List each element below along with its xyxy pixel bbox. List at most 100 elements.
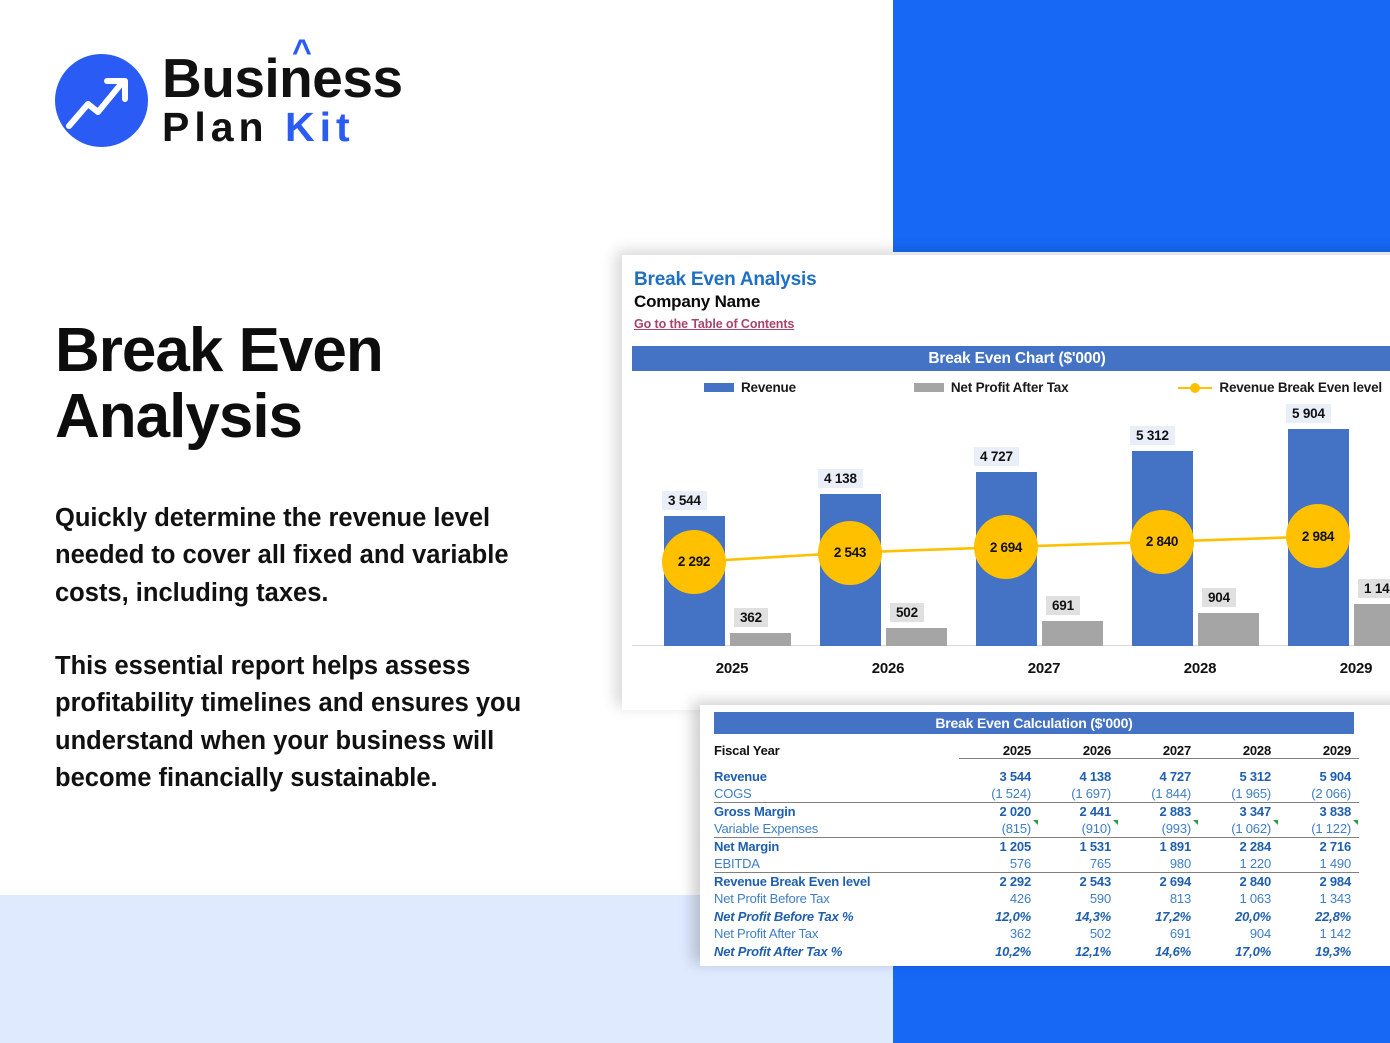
table-body: Revenue 3 544 4 138 4 727 5 312 5 904 COGS (1 5… [714, 759, 1359, 961]
row-value: 12,1% [1075, 943, 1111, 959]
brand-name-text: Business [162, 47, 403, 109]
x-axis-tick-2027: 2027 [1027, 660, 1061, 677]
row-label: Net Profit Before Tax % [714, 908, 854, 924]
brand-plan-text: Plan [162, 104, 269, 151]
legend-label-break-even: Revenue Break Even level [1219, 380, 1382, 395]
table-header-2026: 2026 [1039, 743, 1119, 759]
caret-accent-icon: ^ [292, 33, 312, 71]
table-row[interactable]: EBITDA 576 765 980 1 220 1 490 [714, 855, 1359, 873]
table-row[interactable]: Revenue 3 544 4 138 4 727 5 312 5 904 [714, 768, 1359, 786]
row-value: 1 220 [1239, 856, 1271, 871]
brand-wordmark: Business ^ Plan Kit [162, 35, 403, 148]
net-profit-data-label: 362 [734, 608, 768, 627]
legend-item-revenue[interactable]: Revenue [704, 380, 796, 395]
error-flag-icon [1113, 820, 1118, 825]
table-row[interactable]: Revenue Break Even level 2 292 2 543 2 694 2… [714, 872, 1359, 890]
row-value: (910) [1039, 820, 1119, 838]
row-value: 1 891 [1119, 837, 1199, 855]
x-axis-tick-2026: 2026 [871, 660, 905, 677]
net-profit-data-label: 502 [890, 603, 924, 622]
table-row[interactable]: Net Profit After Tax 362 502 691 904 1 142 [714, 925, 1359, 943]
row-value: 20,0% [1235, 908, 1271, 924]
row-value: 3 347 [1199, 802, 1279, 820]
row-value: (993) [1119, 820, 1199, 838]
row-value: (1 062) [1199, 820, 1279, 838]
revenue-data-label: 4 138 [818, 469, 863, 488]
row-value: 5 904 [1319, 768, 1351, 784]
legend-line-marker-icon [1178, 382, 1213, 393]
row-value: 1 205 [959, 837, 1039, 855]
net-profit-data-label: 691 [1046, 596, 1080, 615]
net-profit-bar[interactable] [886, 628, 947, 646]
net-profit-bar[interactable] [730, 633, 791, 646]
x-axis-tick-2029: 2029 [1339, 660, 1373, 677]
row-label: Variable Expenses [714, 821, 819, 836]
row-value: 17,2% [1155, 908, 1191, 924]
row-value: 813 [1169, 891, 1191, 907]
break-even-marker[interactable]: 2 840 [1130, 509, 1194, 574]
row-value: (1 965) [1231, 786, 1271, 801]
row-value: (1 844) [1151, 786, 1191, 801]
row-label: Net Margin [714, 837, 959, 855]
row-value: 2 284 [1199, 837, 1279, 855]
row-value: (2 066) [1311, 786, 1351, 801]
table-row[interactable]: Gross Margin 2 020 2 441 2 883 3 347 3 838 [714, 802, 1359, 820]
row-value: 1 343 [1319, 891, 1351, 907]
table-header-2028: 2028 [1199, 743, 1279, 759]
row-value: 2 984 [1279, 872, 1359, 890]
break-even-chart-card: Break Even Analysis Company Name Go to t… [622, 255, 1390, 710]
table-row[interactable]: Net Profit Before Tax % 12,0% 14,3% 17,2% 20… [714, 908, 1359, 926]
company-name: Company Name [634, 292, 761, 311]
break-even-calculation-table: Fiscal Year 2025 2026 2027 2028 2029 Revenue 3… [714, 743, 1359, 960]
growth-arrow-icon [55, 53, 148, 147]
net-profit-bar[interactable] [1042, 621, 1103, 646]
row-value: 691 [1169, 926, 1191, 942]
revenue-data-label: 3 544 [662, 491, 707, 510]
chart-plot-area: 2025 3 544 362 2 292 2026 4 138 502 2 543 2027 4 … [622, 401, 1390, 691]
row-value: 2 840 [1199, 872, 1279, 890]
legend-swatch-icon-revenue [704, 383, 734, 392]
row-value: (1 524) [991, 786, 1031, 801]
net-profit-bar[interactable] [1354, 604, 1390, 646]
brand-name-line2: Plan Kit [162, 107, 403, 148]
row-label: EBITDA [714, 856, 760, 871]
table-row[interactable]: COGS (1 524) (1 697) (1 844) (1 965) (2 066) [714, 785, 1359, 803]
table-row[interactable]: Net Profit Before Tax 426 590 813 1 063 1 343 [714, 890, 1359, 908]
row-value: 19,3% [1315, 943, 1351, 959]
chart-legend: Revenue Net Profit After Tax Revenue Bre… [622, 380, 1390, 395]
break-even-marker[interactable]: 2 543 [818, 520, 882, 585]
break-even-marker[interactable]: 2 292 [662, 529, 726, 594]
row-value: 1 063 [1239, 891, 1271, 907]
table-row[interactable]: Variable Expenses (815) (910) (993) (1 062)(… [714, 820, 1359, 838]
row-label: Gross Margin [714, 802, 959, 820]
row-value: 2 883 [1119, 802, 1199, 820]
row-value: 576 [1009, 856, 1031, 871]
x-axis-tick-2028: 2028 [1183, 660, 1217, 677]
table-row[interactable]: Net Margin 1 205 1 531 1 891 2 284 2 716 [714, 837, 1359, 855]
sheet-title: Break Even Analysis [634, 269, 817, 290]
break-even-marker[interactable]: 2 984 [1286, 504, 1350, 569]
error-flag-icon [1033, 820, 1038, 825]
row-value: 2 543 [1039, 872, 1119, 890]
error-flag-icon [1193, 820, 1198, 825]
table-row[interactable]: Net Profit After Tax % 10,2% 12,1% 14,6% 17,… [714, 943, 1359, 961]
row-label: Net Profit Before Tax [714, 891, 830, 907]
row-value: 1 142 [1319, 926, 1351, 942]
row-value: 765 [1089, 856, 1111, 871]
table-header-2029: 2029 [1279, 743, 1359, 759]
row-value: 904 [1249, 926, 1271, 942]
revenue-data-label: 4 727 [974, 447, 1019, 466]
row-label: Net Profit After Tax % [714, 943, 843, 959]
row-value: 14,6% [1155, 943, 1191, 959]
row-value: 426 [1009, 891, 1031, 907]
table-of-contents-link[interactable]: Go to the Table of Contents [634, 317, 795, 331]
break-even-marker[interactable]: 2 694 [974, 515, 1038, 580]
legend-item-break-even-level[interactable]: Revenue Break Even level [1178, 380, 1382, 395]
legend-swatch-icon-net-profit [913, 383, 944, 392]
net-profit-bar[interactable] [1198, 613, 1259, 646]
legend-item-net-profit-after-tax[interactable]: Net Profit After Tax [913, 380, 1069, 395]
table-header-2025: 2025 [959, 743, 1039, 759]
row-value: 17,0% [1235, 943, 1271, 959]
table-header-row: Fiscal Year 2025 2026 2027 2028 2029 [714, 743, 1359, 759]
